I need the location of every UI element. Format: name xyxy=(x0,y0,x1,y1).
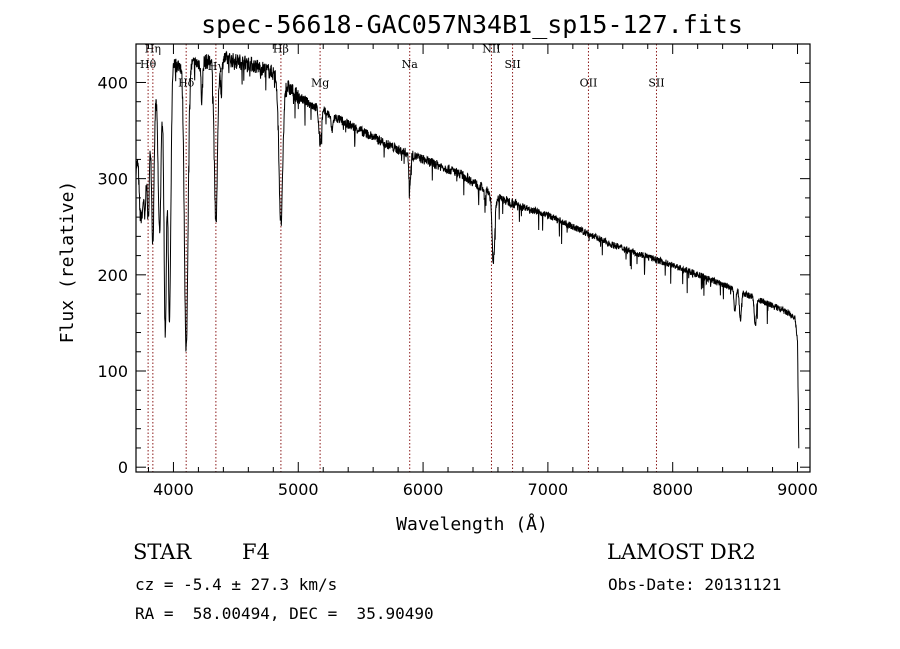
plot-frame xyxy=(135,43,811,473)
survey-name: LAMOST DR2 xyxy=(607,540,756,564)
y-tick-label-3: 300 xyxy=(97,170,128,189)
y-tick-label-0: 0 xyxy=(118,458,128,477)
line-label-8: SII xyxy=(504,58,520,71)
line-label-5: Mg xyxy=(311,76,329,89)
line-label-0: Hη xyxy=(145,43,161,56)
line-label-1: Hθ xyxy=(140,58,157,71)
x-tick-label-5: 9000 xyxy=(777,480,818,499)
y-axis-label: Flux (relative) xyxy=(57,181,78,344)
chart-title: spec-56618-GAC057N34B1_sp15-127.fits xyxy=(201,10,743,39)
y-tick-label-1: 100 xyxy=(97,362,128,381)
observation-date: Obs-Date: 20131121 xyxy=(608,575,782,594)
line-label-2: Hδ xyxy=(178,76,195,89)
x-tick-label-4: 8000 xyxy=(652,480,693,499)
x-tick-label-1: 5000 xyxy=(278,480,319,499)
x-tick-label-3: 7000 xyxy=(528,480,569,499)
line-label-7: NII xyxy=(482,43,500,56)
line-label-6: Na xyxy=(402,58,419,71)
y-tick-label-2: 200 xyxy=(97,266,128,285)
line-label-4: Hβ xyxy=(273,43,289,56)
x-axis-label: Wavelength (Å) xyxy=(396,513,548,535)
coordinates: RA = 58.00494, DEC = 35.90490 xyxy=(135,604,434,623)
line-label-10: SII xyxy=(648,76,664,89)
x-tick-label-2: 6000 xyxy=(403,480,444,499)
object-type: STAR xyxy=(133,540,192,564)
line-label-9: OII xyxy=(580,76,598,89)
spectral-subclass: F4 xyxy=(242,540,270,564)
redshift-cz: cz = -5.4 ± 27.3 km/s xyxy=(135,575,338,594)
x-tick-label-0: 4000 xyxy=(153,480,194,499)
spectrum-line xyxy=(135,50,800,449)
y-tick-label-4: 400 xyxy=(97,73,128,92)
